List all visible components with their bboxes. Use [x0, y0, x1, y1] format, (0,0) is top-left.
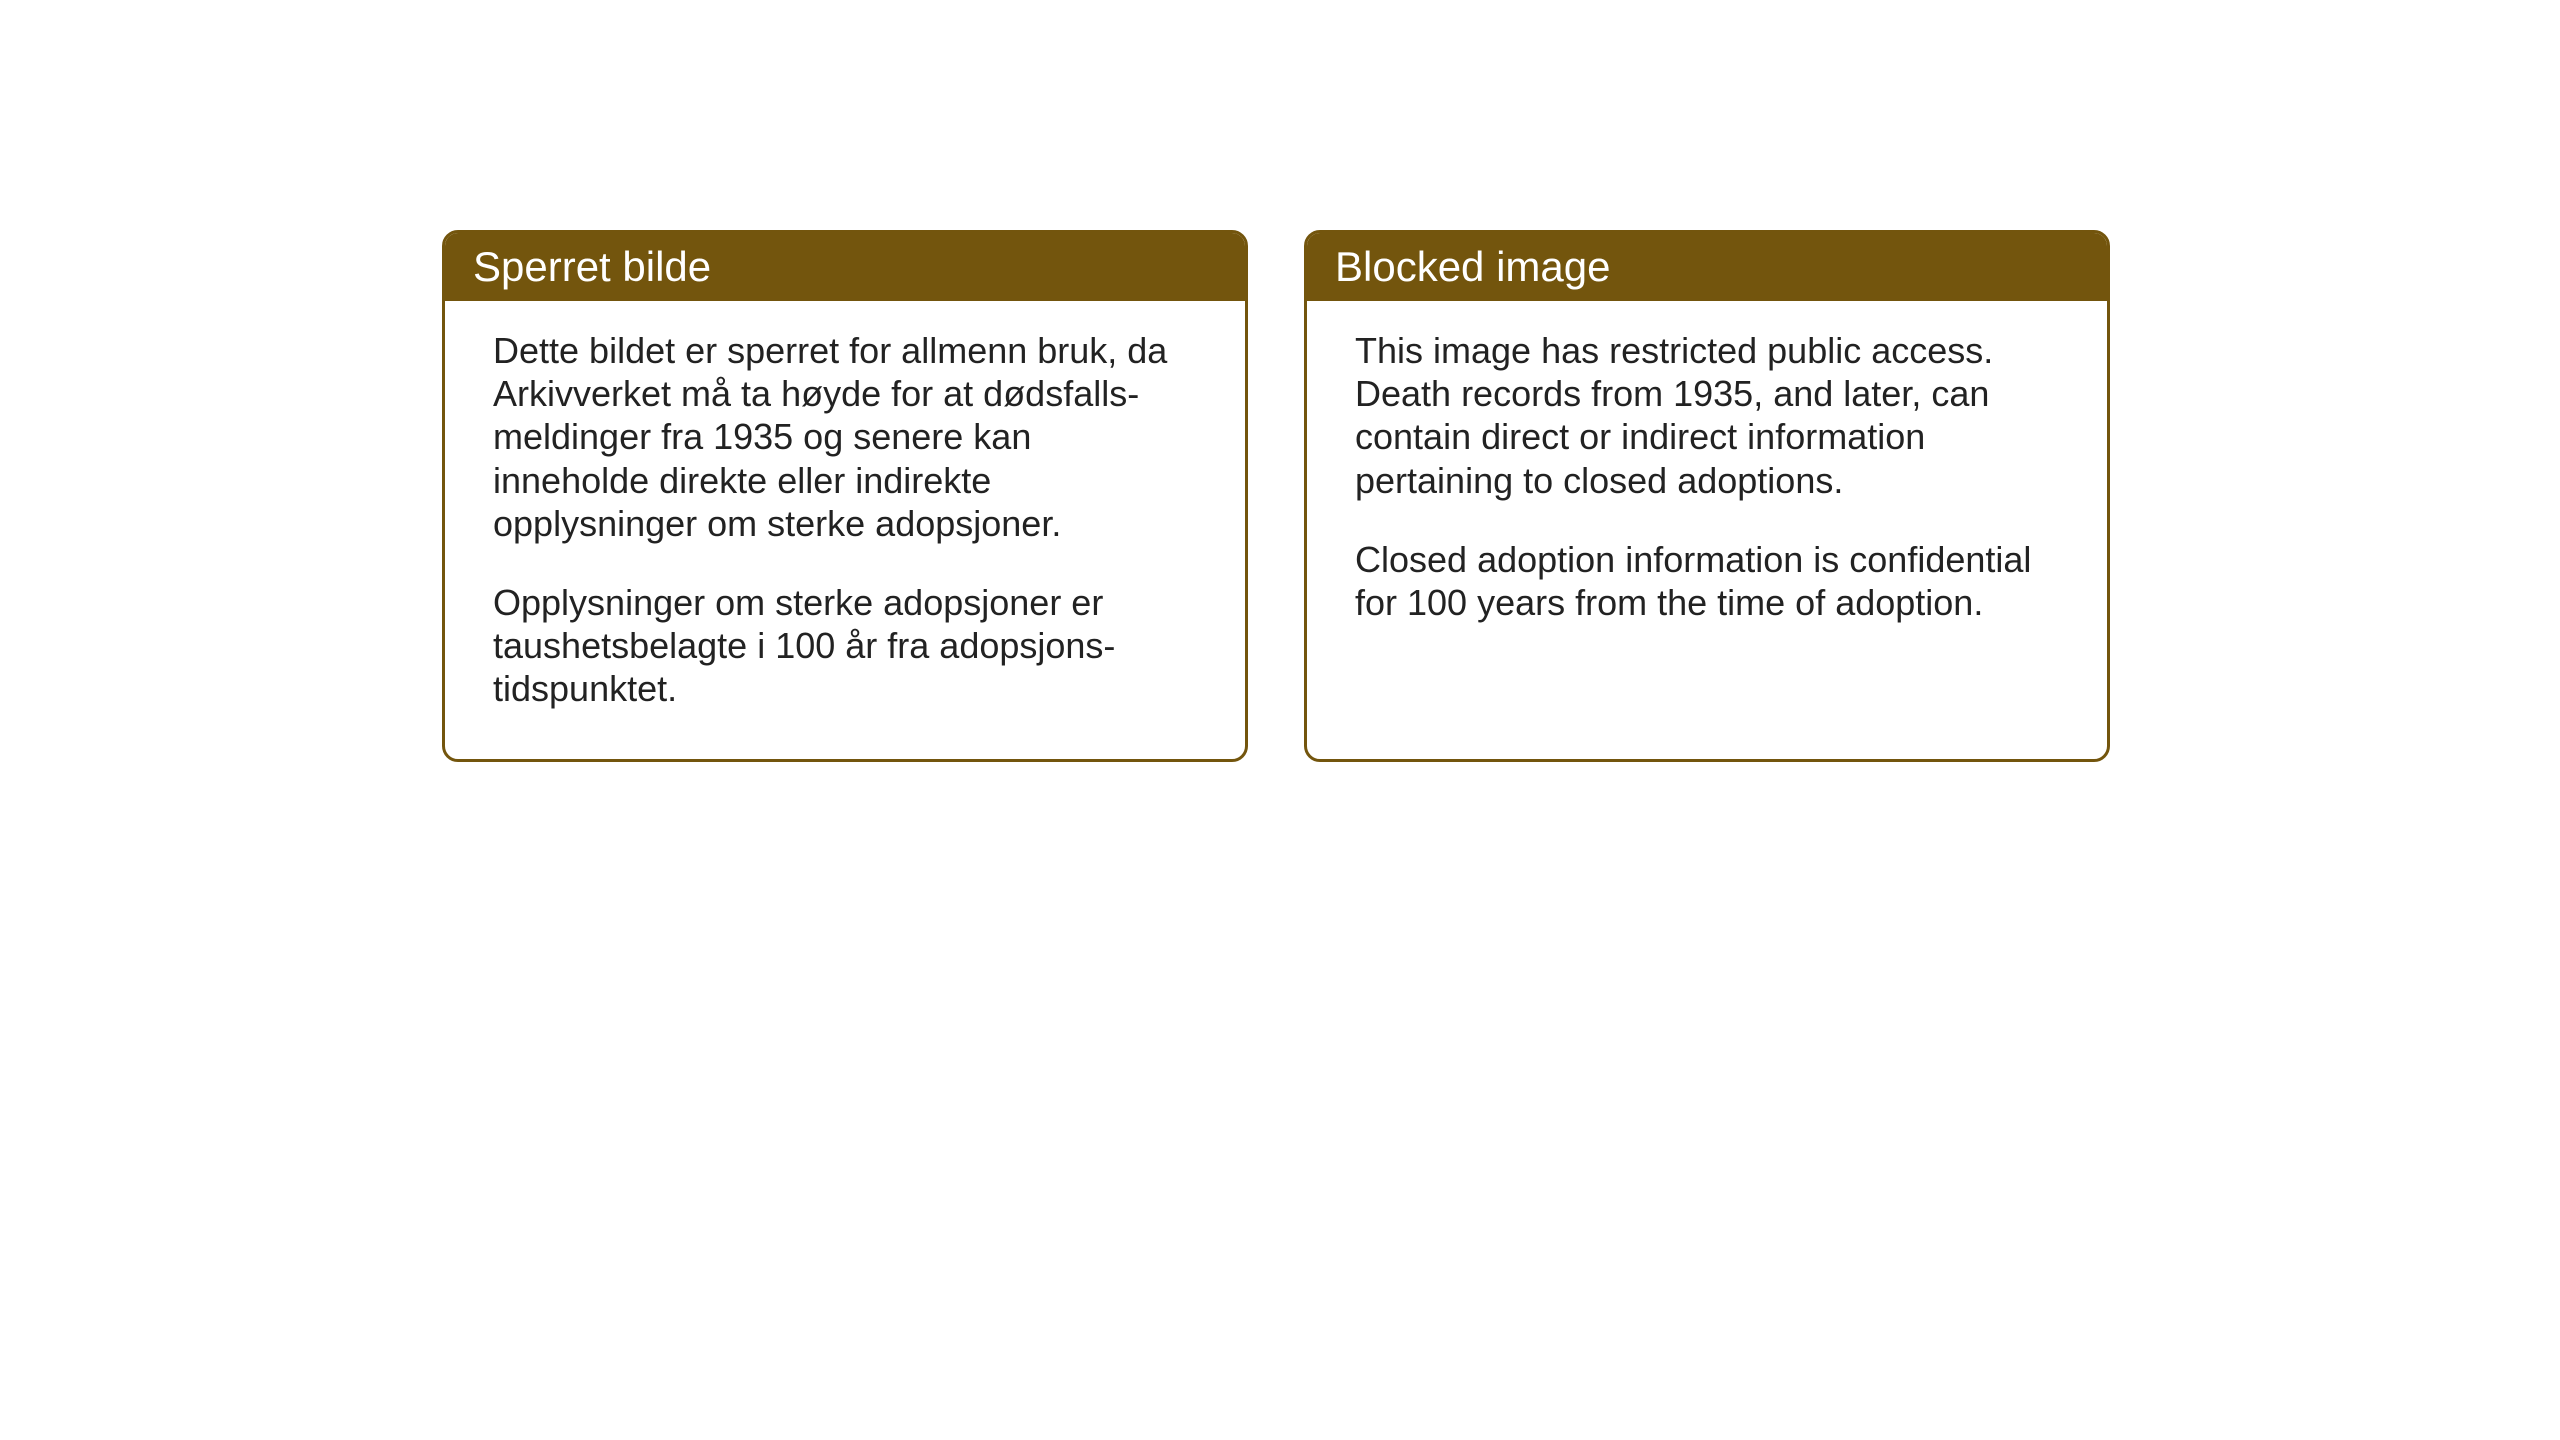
notice-container: Sperret bilde Dette bildet er sperret fo…: [442, 230, 2110, 762]
norwegian-notice-card: Sperret bilde Dette bildet er sperret fo…: [442, 230, 1248, 762]
norwegian-paragraph-2: Opplysninger om sterke adopsjoner er tau…: [493, 581, 1197, 711]
norwegian-card-body: Dette bildet er sperret for allmenn bruk…: [445, 301, 1245, 759]
english-notice-card: Blocked image This image has restricted …: [1304, 230, 2110, 762]
english-card-title: Blocked image: [1307, 233, 2107, 301]
norwegian-card-title: Sperret bilde: [445, 233, 1245, 301]
norwegian-paragraph-1: Dette bildet er sperret for allmenn bruk…: [493, 329, 1197, 545]
english-paragraph-2: Closed adoption information is confident…: [1355, 538, 2059, 624]
english-card-body: This image has restricted public access.…: [1307, 301, 2107, 672]
english-paragraph-1: This image has restricted public access.…: [1355, 329, 2059, 502]
